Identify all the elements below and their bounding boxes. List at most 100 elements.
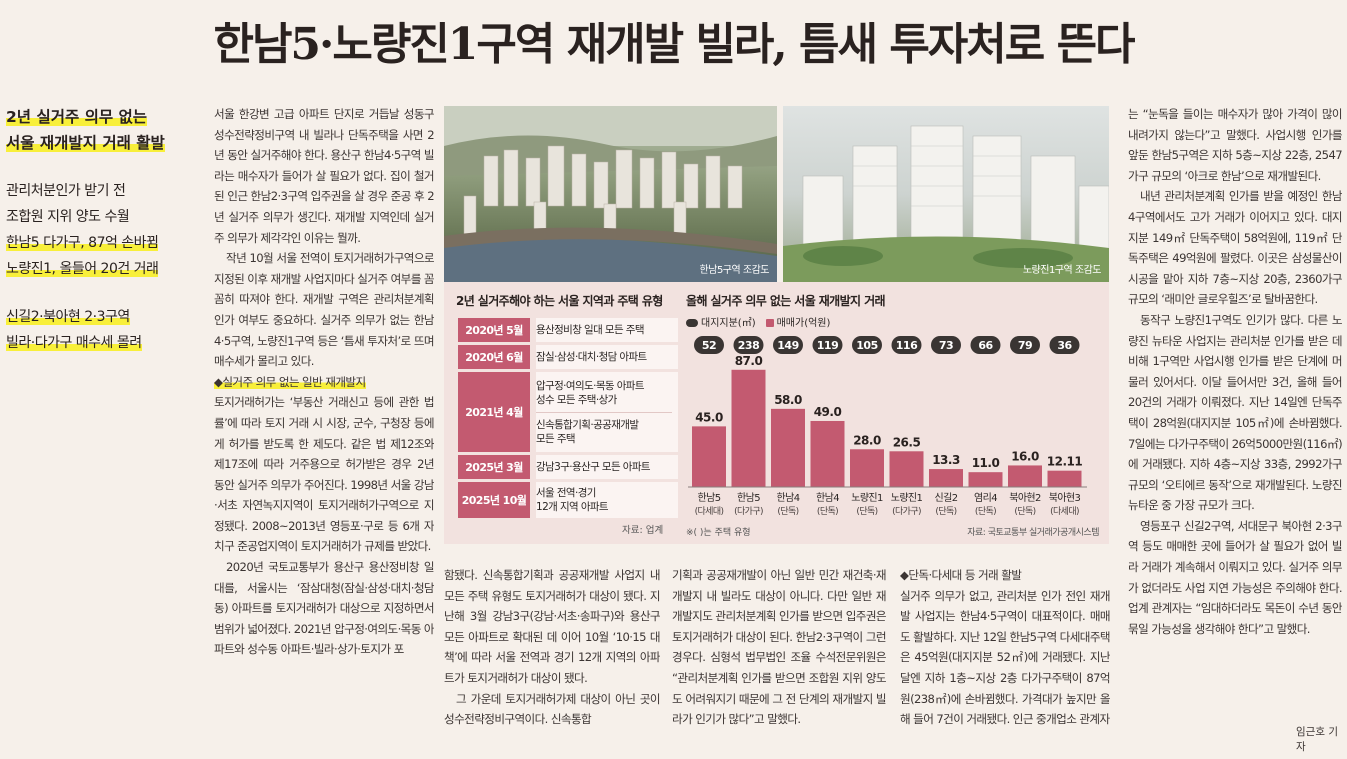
land-share-label: 36 [1057,339,1072,352]
land-share-pill [1049,336,1080,354]
category-label: 북아현2 [1009,492,1041,504]
bar [1047,470,1082,487]
bar-value-label: 45.0 [695,410,723,424]
table-cell: 12개 지역 아파트 [536,501,609,513]
category-type-label: (다가구) [892,506,921,517]
bar [968,472,1003,487]
land-share-pill [852,336,882,354]
paragraph: 작년 10월 서울 전역이 토지거래허가구역으로 지정된 이후 재개발 사업지마… [214,251,434,369]
paragraph: 내년 관리처분계획 인가를 받을 예정인 한남4구역에서도 고가 거래가 이어지… [1128,189,1342,307]
hannam5-rendering: 한남5구역 조감도 [444,106,777,282]
chart-title: 올해 실거주 의무 없는 서울 재개발지 거래 [686,294,886,308]
chart-note: ※( )는 주택 유형 [686,527,751,538]
category-label: 신길2 [935,491,958,504]
bar [1008,465,1042,487]
land-share-pill [970,336,1001,354]
bar-value-label: 26.5 [893,435,921,449]
table-cell: 압구정·여의도·목동 아파트 [536,379,644,392]
category-label: 한남4 [816,492,839,504]
article-column-5: 는 “눈독을 들이는 매수자가 많아 가격이 많이 내려가지 않는다”고 말했다… [1128,104,1342,740]
bar-value-label: 49.0 [814,405,842,419]
paragraph: 그 가운데 토지거래허가제 대상이 아닌 곳이 성수전략정비구역이다. 신속통합 [444,691,660,727]
kicker-line-1: 2년 실거주 의무 없는 [6,108,148,126]
bar [850,449,884,487]
chart-source: 자료: 국토교통부 실거래가공개시스템 [967,526,1099,538]
land-share-label: 73 [939,339,953,352]
article-column-4: ◆단독·다세대 등 거래 활발 실거주 의무가 없고, 관리처분 인가 전인 재… [900,565,1110,755]
category-type-label: (단독) [935,506,956,517]
bar [889,451,924,487]
land-share-label: 149 [777,339,798,352]
bar [731,369,766,487]
paragraph: 토지거래허가는 ‘부동산 거래신고 등에 관한 법률’에 따라 토지 거래 시 … [214,395,434,554]
land-share-pill [931,336,961,354]
category-type-label: (단독) [1014,506,1035,517]
land-share-label: 79 [1018,339,1032,352]
table-cell: 성수 모든 주택·상가 [536,393,617,406]
headline: 한남5·노량진1구역 재개발 빌라, 틈새 투자처로 뜬다 [213,19,1135,70]
sub-line: 노량진1, 올들어 20건 거래 [6,261,159,277]
land-share-label: 105 [856,339,877,352]
land-share-label: 52 [702,339,716,352]
table-year: 2025년 10월 [458,482,530,518]
sub-line: 조합원 지위 양도 수월 [6,209,130,225]
paragraph: 는 “눈독을 들이는 매수자가 많아 가격이 많이 내려가지 않는다”고 말했다… [1128,107,1342,183]
paragraph: 2020년 국토교통부가 용산구 용산정비창 일대를, 서울시는 ‘잠삼대청(잠… [214,560,434,657]
category-label: 한남5 [698,492,721,504]
land-share-label: 119 [817,339,838,352]
infographic: 2년 실거주해야 하는 서울 지역과 주택 유형 2020년 5월 용산정비창 … [444,282,1109,544]
kicker: 2년 실거주 의무 없는 서울 재개발지 거래 활발 [6,104,198,156]
table-row: 2021년 4월 압구정·여의도·목동 아파트 성수 모든 주택·상가 신속통합… [458,372,678,452]
table-row: 2025년 10월 서울 전역·경기 12개 지역 아파트 [458,482,678,518]
article-column-3: 기획과 공공재개발이 아닌 일반 민간 재건축·재개발지 내 빌라도 대상이 아… [672,565,886,755]
byline: 임근호 기자 [1296,726,1338,753]
bar [929,469,963,487]
category-label: 한남4 [777,492,800,504]
table-cell: 모든 주택 [536,432,576,445]
category-type-label: (다세대) [1050,506,1079,517]
table-cell: 잠실·삼성·대치·청담 아파트 [536,351,647,363]
table-source: 자료: 업계 [622,525,664,536]
chart-legend: 대지지분(㎡) 매매가(억원) [686,314,830,329]
category-type-label: (다세대) [695,506,724,517]
photo-caption: 노량진1구역 조감도 [1022,265,1102,276]
noryangjin1-rendering-image [783,125,1109,282]
category-label: 한남5 [737,492,760,504]
sub-line: 신길2·북아현 2·3구역 [6,309,130,325]
category-label: 북아현3 [1049,492,1081,504]
land-share-pill [1010,336,1040,354]
sub-line: 관리처분인가 받기 전 [6,183,126,199]
table-year: 2020년 5월 [458,318,530,342]
category-type-label: (단독) [817,506,838,517]
land-share-label: 116 [896,339,918,352]
land-share-pill [812,336,843,354]
category-type-label: (단독) [856,506,877,517]
table-row: 2025년 3월 강남3구·용산구 모든 아파트 [458,455,678,479]
bar-value-label: 16.0 [1011,449,1039,463]
sub-line: 빌라·다가구 매수세 몰려 [6,335,142,351]
table-year: 2020년 6월 [458,345,530,369]
bar [810,420,845,487]
kicker-line-2: 서울 재개발지 거래 활발 [6,134,165,152]
table-row: 2020년 6월 잠실·삼성·대치·청담 아파트 [458,345,678,369]
bar-value-label: 28.0 [853,433,881,447]
bar-value-label: 13.3 [932,453,960,467]
legend-item-price: 매매가(억원) [765,314,830,329]
bar-value-label: 12.11 [1047,455,1083,469]
table-cell: 강남3구·용산구 모든 아파트 [536,461,651,473]
sidebar-summary: 2년 실거주 의무 없는 서울 재개발지 거래 활발 관리처분인가 받기 전 조… [6,104,198,356]
bar-value-label: 11.0 [972,456,1000,470]
category-type-label: (단독) [975,506,996,517]
table-cell: 서울 전역·경기 [536,487,596,499]
land-share-label: 66 [978,339,993,352]
sub-line: 한남5 다가구, 87억 손바뀜 [6,235,159,251]
bar [771,408,805,487]
category-label: 염리4 [974,492,997,504]
table-year: 2021년 4월 [458,372,530,452]
paragraph: 기획과 공공재개발이 아닌 일반 민간 재건축·재개발지 내 빌라도 대상이 아… [672,568,886,727]
paragraph: 실거주 의무가 없고, 관리처분 인가 전인 재개발 사업지는 한남4·5구역이… [900,588,1110,727]
category-label: 노량진1 [851,492,883,504]
land-share-pill [733,336,764,354]
noryangjin1-rendering: 노량진1구역 조감도 [783,106,1109,282]
table-cell: 용산정비창 일대 모든 주택 [536,324,644,336]
